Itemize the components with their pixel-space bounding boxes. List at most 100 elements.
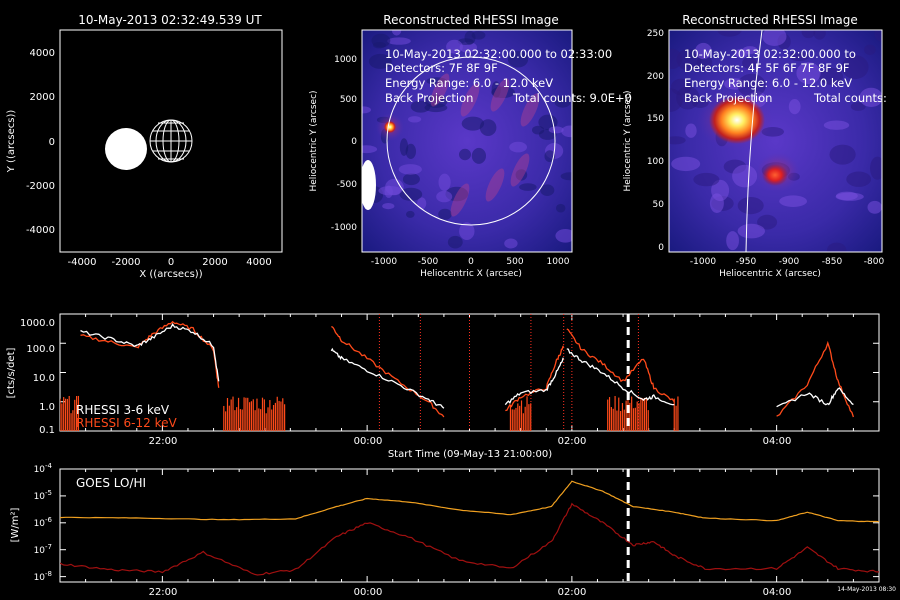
panel3-xtick: -950 xyxy=(736,257,757,267)
panel1-ylabel: Y ((arcsecs)) xyxy=(6,110,17,174)
panel-sun-earth: 10-May-2013 02:32:49.539 UT -4000 -2000 … xyxy=(6,13,283,280)
panel4-xtick: 22:00 xyxy=(149,436,178,447)
image-texture-blob xyxy=(676,48,702,71)
image-texture-blob xyxy=(762,30,787,46)
image-texture-blob xyxy=(554,96,571,108)
earth-globe-icon xyxy=(149,119,193,163)
panel2-xtick: -1000 xyxy=(371,257,397,267)
image-texture-blob xyxy=(819,67,843,85)
ytick-mantissa: 10 xyxy=(34,492,46,502)
panel4-xtick: 04:00 xyxy=(763,436,792,447)
ytick-exponent: -5 xyxy=(45,489,52,497)
panel-goes-lightcurve: GOES LO/HI 10-4 10-5 10-6 10-7 10-8 22:0… xyxy=(10,462,896,598)
legend-rhessi-low: RHESSI 3-6 keV xyxy=(76,403,170,417)
panel3-info: 10-May-2013 02:32:00.000 to Detectors: 4… xyxy=(684,47,887,105)
series-line-goes-lo xyxy=(60,480,879,523)
panel1-xtick: 4000 xyxy=(246,257,271,268)
image-texture-blob xyxy=(471,147,486,164)
image-streak xyxy=(450,183,470,217)
image-texture-blob xyxy=(417,197,427,210)
panel1-title: 10-May-2013 02:32:49.539 UT xyxy=(78,13,262,27)
series-line-rhessi-3-6kev xyxy=(504,357,564,406)
panel4-xlabel: Start Time (09-May-13 21:00:00) xyxy=(388,449,552,460)
image-streak xyxy=(490,78,510,112)
panel-rhessi-full: Reconstructed RHESSI Image 10-May-2013 0… xyxy=(309,13,632,279)
panel1-ytick: 0 xyxy=(49,137,55,148)
ytick-exponent: -6 xyxy=(45,516,53,524)
panel1-xtick: 0 xyxy=(168,257,174,268)
image-texture-blob xyxy=(399,138,409,156)
image-texture-blob xyxy=(669,48,683,69)
panel2-image xyxy=(362,30,572,252)
panel2-xticks: -1000 -500 0 500 1000 xyxy=(371,257,570,267)
image-texture-blob xyxy=(801,30,816,39)
image-texture-blob xyxy=(864,44,876,55)
panel5-yticks: 10-4 10-5 10-6 10-7 10-8 xyxy=(34,462,53,583)
series-line-rhessi-6-12kev xyxy=(566,328,675,403)
panel3-ytick: 200 xyxy=(647,72,664,82)
image-texture-blob xyxy=(789,51,809,62)
image-texture-blob xyxy=(556,203,566,213)
image-texture-blob xyxy=(446,39,463,54)
panel4-ytick: 1.0 xyxy=(39,402,55,413)
image-texture-blob xyxy=(402,173,420,186)
image-texture-blob xyxy=(519,183,537,191)
panel1-ytick: -2000 xyxy=(26,181,55,192)
panel1-xtick: 2000 xyxy=(202,257,227,268)
image-texture-blob xyxy=(737,223,765,239)
panel1-yticks: 4000 2000 0 -2000 -4000 xyxy=(26,48,55,236)
panel2-counts: Total counts: 9.0E+0 xyxy=(512,91,632,105)
image-texture-blob xyxy=(362,106,371,114)
panel2-energy: Energy Range: 6.0 - 12.0 keV xyxy=(385,76,553,90)
panel-rhessi-lightcurve: 1000.0 100.0 10.0 1.0 0.1 22:00 00:00 02… xyxy=(6,313,880,460)
panel2-xlabel: Heliocentric X (arcsec) xyxy=(420,269,522,279)
image-texture-blob xyxy=(459,148,471,161)
image-texture-blob xyxy=(544,150,556,163)
panel2-time: 10-May-2013 02:32:00.000 to 02:33:00 xyxy=(385,47,612,61)
image-texture-blob xyxy=(788,99,801,115)
panel1-xlabel: X ((arcsecs)) xyxy=(139,269,202,280)
panel1-ytick: -4000 xyxy=(26,225,55,236)
image-texture-blob xyxy=(823,120,850,130)
image-texture-blob xyxy=(757,214,778,230)
image-streak xyxy=(510,153,530,187)
panel4-ylabel: [cts/s/det] xyxy=(6,348,17,399)
image-texture-blob xyxy=(742,57,758,69)
image-texture-blob xyxy=(548,126,564,134)
image-texture-blob xyxy=(874,30,882,42)
panel1-xticks: -4000 -2000 0 2000 4000 xyxy=(67,257,271,268)
image-texture-blob xyxy=(737,197,764,215)
panel1-xtick: -2000 xyxy=(111,257,140,268)
panel4-xtick: 02:00 xyxy=(558,436,587,447)
image-texture-blob xyxy=(509,141,527,153)
panel2-projection: Back Projection xyxy=(385,91,473,105)
image-texture-blob xyxy=(846,171,872,187)
ytick-mantissa: 10 xyxy=(34,519,46,529)
panel3-xtick: -800 xyxy=(864,257,885,267)
image-texture-blob xyxy=(671,156,701,172)
ytick-mantissa: 10 xyxy=(34,465,46,475)
image-texture-blob xyxy=(669,88,683,112)
panel5-xtick: 04:00 xyxy=(763,587,792,598)
ytick-exponent: -7 xyxy=(45,543,52,551)
series-line-goes-hi xyxy=(60,502,879,576)
image-texture-blob xyxy=(387,37,411,45)
image-texture-blob xyxy=(436,190,453,203)
image-texture-blob xyxy=(438,208,452,220)
image-texture-blob xyxy=(669,136,686,145)
solar-limb-circle xyxy=(386,56,556,226)
series-line-rhessi-3-6kev xyxy=(776,387,854,408)
goes-label: GOES LO/HI xyxy=(76,476,146,490)
image-streak xyxy=(430,73,450,107)
image-streak xyxy=(485,168,505,202)
image-texture-blob xyxy=(560,172,572,181)
panel1-xtick: -4000 xyxy=(67,257,96,268)
panel3-counts: Total counts: xyxy=(813,91,887,105)
panel3-energy: Energy Range: 6.0 - 12.0 keV xyxy=(684,76,852,90)
image-texture-blob xyxy=(398,164,422,175)
image-texture-blob xyxy=(685,123,697,138)
sun-disk xyxy=(105,128,147,170)
image-texture-blob xyxy=(561,125,572,138)
panel4-ytick: 10.0 xyxy=(33,373,55,384)
